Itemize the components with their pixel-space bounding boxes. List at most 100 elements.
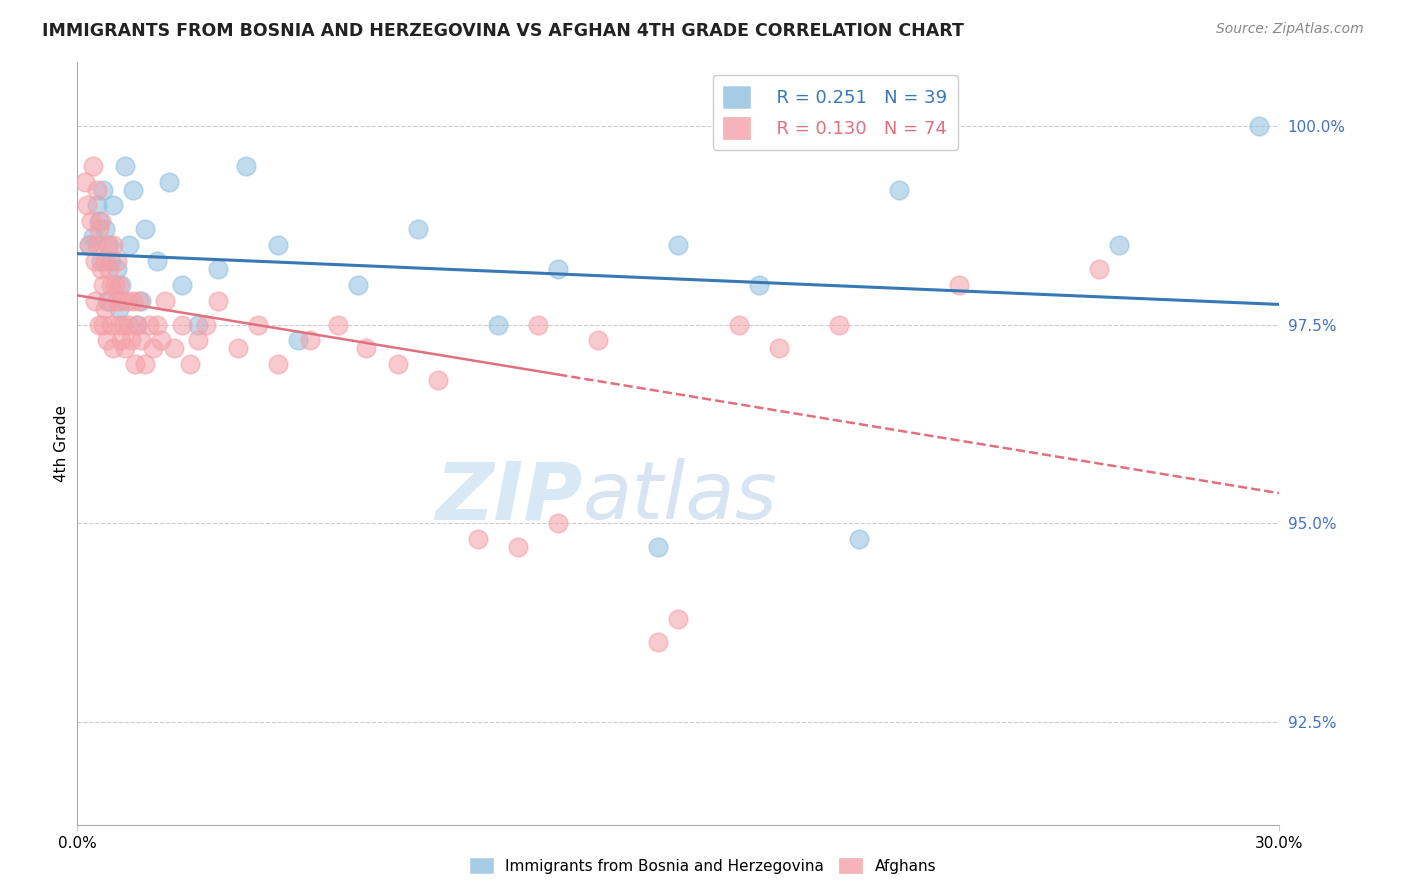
Point	[86, 198, 108, 212]
Point	[226, 342, 249, 356]
Point	[94, 254, 117, 268]
Point	[82, 159, 104, 173]
Point	[84, 293, 107, 308]
Point	[588, 334, 610, 348]
Point	[118, 318, 141, 332]
Point	[948, 277, 970, 292]
Point	[467, 532, 489, 546]
Point	[93, 318, 115, 332]
Point	[108, 301, 131, 316]
Point	[124, 357, 146, 371]
Point	[107, 293, 129, 308]
Point	[131, 334, 153, 348]
Point	[89, 214, 111, 228]
Point	[346, 277, 368, 292]
Point	[1108, 238, 1130, 252]
Point	[748, 277, 770, 292]
Point	[267, 238, 290, 252]
Point	[326, 318, 349, 332]
Legend: Immigrants from Bosnia and Herzegovina, Afghans: Immigrants from Bosnia and Herzegovina, …	[464, 852, 942, 880]
Point	[647, 540, 669, 554]
Point	[76, 198, 98, 212]
Y-axis label: 4th Grade: 4th Grade	[53, 405, 69, 483]
Point	[82, 230, 104, 244]
Point	[127, 318, 149, 332]
Point	[108, 277, 131, 292]
Point	[110, 277, 132, 292]
Point	[89, 222, 111, 236]
Point	[103, 198, 125, 212]
Point	[100, 318, 122, 332]
Point	[118, 238, 141, 252]
Point	[547, 516, 569, 531]
Point	[93, 183, 115, 197]
Point	[107, 254, 129, 268]
Point	[298, 334, 321, 348]
Point	[117, 293, 139, 308]
Point	[94, 222, 117, 236]
Point	[131, 293, 153, 308]
Point	[155, 293, 177, 308]
Point	[96, 334, 118, 348]
Point	[100, 277, 122, 292]
Text: Source: ZipAtlas.com: Source: ZipAtlas.com	[1216, 22, 1364, 37]
Point	[134, 357, 156, 371]
Text: ZIP: ZIP	[434, 458, 582, 536]
Point	[120, 334, 142, 348]
Point	[142, 342, 165, 356]
Point	[103, 238, 125, 252]
Point	[90, 214, 112, 228]
Point	[112, 318, 135, 332]
Point	[162, 342, 184, 356]
Point	[547, 262, 569, 277]
Point	[107, 262, 129, 277]
Point	[207, 262, 229, 277]
Point	[727, 318, 749, 332]
Point	[89, 318, 111, 332]
Point	[207, 293, 229, 308]
Point	[267, 357, 290, 371]
Point	[146, 318, 169, 332]
Point	[486, 318, 509, 332]
Text: atlas: atlas	[582, 458, 778, 536]
Point	[103, 342, 125, 356]
Point	[96, 238, 118, 252]
Point	[668, 238, 690, 252]
Point	[287, 334, 309, 348]
Point	[90, 262, 112, 277]
Point	[114, 342, 136, 356]
Point	[86, 238, 108, 252]
Point	[647, 635, 669, 649]
Point	[128, 293, 150, 308]
Point	[508, 540, 530, 554]
Legend:   R = 0.251   N = 39,   R = 0.130   N = 74: R = 0.251 N = 39, R = 0.130 N = 74	[713, 75, 957, 150]
Point	[159, 175, 181, 189]
Point	[108, 318, 131, 332]
Point	[80, 214, 103, 228]
Point	[104, 277, 127, 292]
Point	[114, 159, 136, 173]
Point	[1249, 119, 1271, 133]
Point	[186, 334, 209, 348]
Point	[110, 293, 132, 308]
Point	[354, 342, 377, 356]
Point	[887, 183, 910, 197]
Point	[848, 532, 870, 546]
Point	[122, 183, 145, 197]
Point	[86, 183, 108, 197]
Point	[186, 318, 209, 332]
Point	[1088, 262, 1111, 277]
Point	[134, 222, 156, 236]
Point	[84, 254, 107, 268]
Point	[75, 175, 97, 189]
Point	[79, 238, 101, 252]
Point	[110, 334, 132, 348]
Point	[79, 238, 101, 252]
Point	[406, 222, 429, 236]
Point	[138, 318, 160, 332]
Point	[235, 159, 257, 173]
Point	[96, 293, 118, 308]
Point	[828, 318, 851, 332]
Point	[122, 293, 145, 308]
Point	[246, 318, 269, 332]
